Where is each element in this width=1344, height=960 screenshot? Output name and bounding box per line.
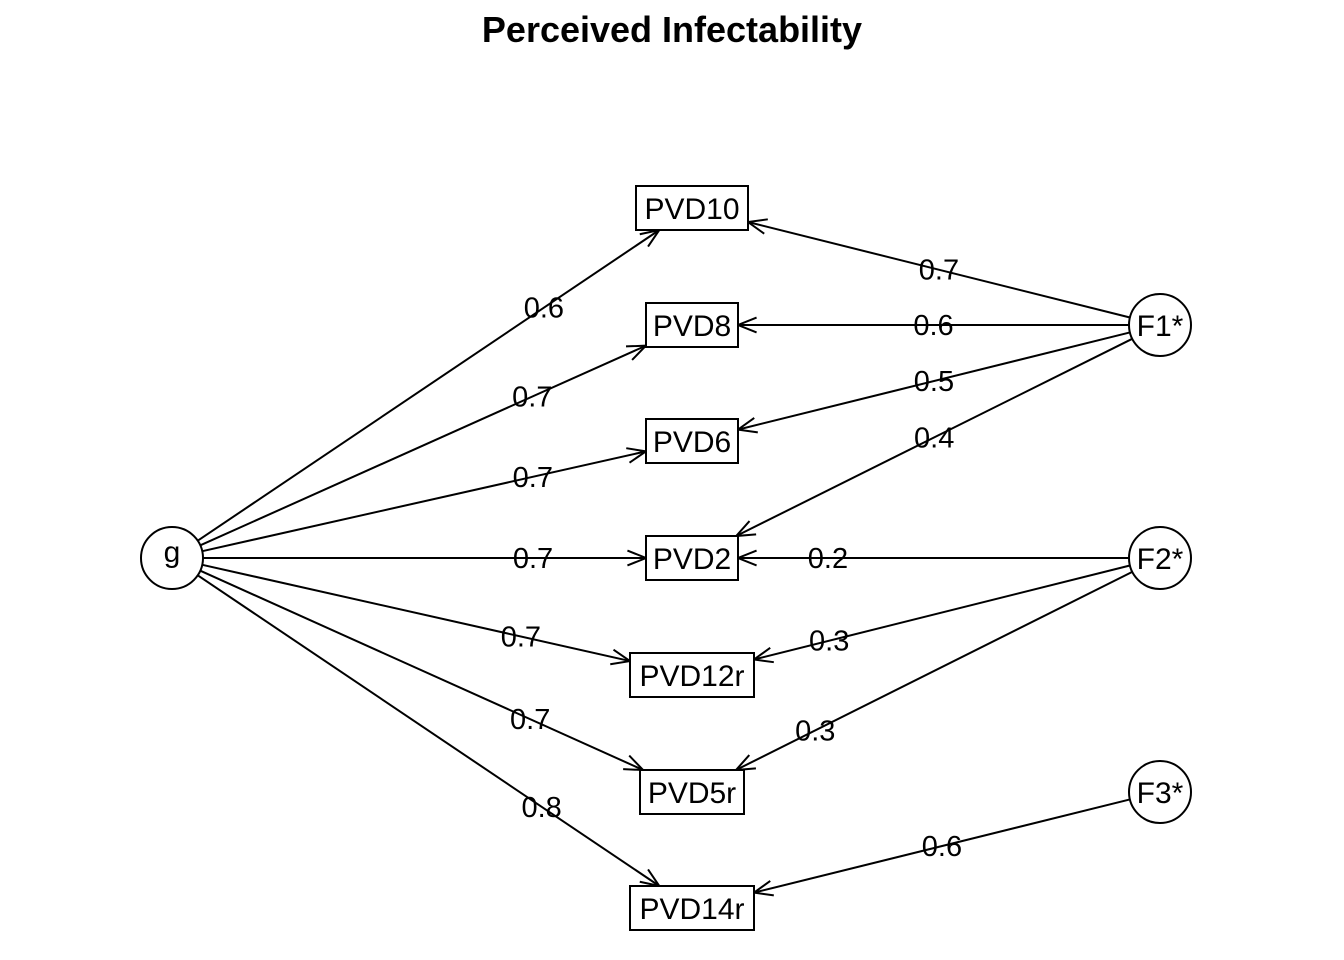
factor-label: F2* <box>1137 543 1184 576</box>
loading-label-g-PVD10: 0.6 <box>524 293 564 325</box>
item-label: PVD12r <box>639 660 744 693</box>
item-box <box>645 302 739 348</box>
factor-label: F3* <box>1137 777 1184 810</box>
loading-edge-g-PVD8 <box>199 344 647 547</box>
loading-edge-F1-PVD2 <box>735 337 1133 537</box>
loading-edge-F2-PVD5r <box>735 570 1133 771</box>
item-box <box>639 769 745 815</box>
item-node-PVD8: PVD8 <box>645 302 739 348</box>
item-label: PVD14r <box>639 893 744 926</box>
factor-label: g <box>164 536 181 569</box>
factor-node-F2: F2* <box>1128 526 1192 590</box>
item-node-PVD12r: PVD12r <box>629 652 755 698</box>
loading-label-F1-PVD6: 0.5 <box>914 366 954 398</box>
item-node-PVD14r: PVD14r <box>629 885 755 931</box>
item-box <box>629 652 755 698</box>
factor-circle <box>1128 526 1192 590</box>
loading-edge-g-PVD6 <box>202 450 647 553</box>
edges-layer: 0.6 0.7 0.7 0.7 0.7 0.7 0.8 0.7 0.6 0.5 0.4 0.2 0.3 0… <box>197 218 1133 897</box>
factor-circle <box>140 526 204 590</box>
item-label: PVD6 <box>653 426 731 459</box>
item-node-PVD5r: PVD5r <box>639 769 745 815</box>
item-label: PVD2 <box>653 543 731 576</box>
factor-circle <box>1128 760 1192 824</box>
loading-edge-F2-PVD12r <box>753 564 1131 661</box>
item-box <box>645 418 739 464</box>
loading-label-g-PVD8: 0.7 <box>512 382 552 414</box>
loading-label-F2-PVD2: 0.2 <box>808 543 848 575</box>
factor-circle <box>1128 293 1192 357</box>
loading-edge-g-PVD14r <box>197 574 660 887</box>
factor-node-F1: F1* <box>1128 293 1192 357</box>
loading-edge-F3-PVD14r <box>753 798 1131 894</box>
loading-edge-g-PVD10 <box>197 229 660 542</box>
loading-label-g-PVD12r: 0.7 <box>501 622 541 654</box>
loading-label-F1-PVD10: 0.7 <box>919 255 959 287</box>
factor-label: F1* <box>1137 310 1184 343</box>
loading-label-F2-PVD5r: 0.3 <box>795 715 835 747</box>
loading-edge-g-PVD5r <box>199 569 644 771</box>
item-label: PVD8 <box>653 310 731 343</box>
loading-label-g-PVD2: 0.7 <box>513 543 553 575</box>
item-node-PVD2: PVD2 <box>645 535 739 581</box>
item-label: PVD10 <box>644 193 739 226</box>
factor-node-g: g <box>140 526 204 590</box>
diagram-title: Perceived Infectability <box>482 9 862 50</box>
item-label: PVD5r <box>648 777 736 810</box>
loading-label-F1-PVD2: 0.4 <box>914 422 954 454</box>
loading-label-F2-PVD12r: 0.3 <box>809 626 849 658</box>
item-box <box>629 885 755 931</box>
loading-edge-F1-PVD6 <box>737 331 1131 431</box>
loading-edge-F1-PVD10 <box>747 221 1131 319</box>
item-node-PVD10: PVD10 <box>635 185 749 231</box>
loading-label-g-PVD6: 0.7 <box>513 462 553 494</box>
item-box <box>645 535 739 581</box>
loading-label-F1-PVD8: 0.6 <box>913 310 953 342</box>
nodes-layer: PVD10 PVD8 PVD6 PVD2 PVD12r PVD5r PVD14r g F1* F2… <box>140 185 1192 931</box>
loading-label-g-PVD5r: 0.7 <box>510 704 550 736</box>
loading-edge-g-PVD12r <box>202 563 631 663</box>
factor-node-F3: F3* <box>1128 760 1192 824</box>
loading-label-F3-PVD14r: 0.6 <box>922 831 962 863</box>
loading-label-g-PVD14r: 0.8 <box>521 792 561 824</box>
item-node-PVD6: PVD6 <box>645 418 739 464</box>
item-box <box>635 185 749 231</box>
